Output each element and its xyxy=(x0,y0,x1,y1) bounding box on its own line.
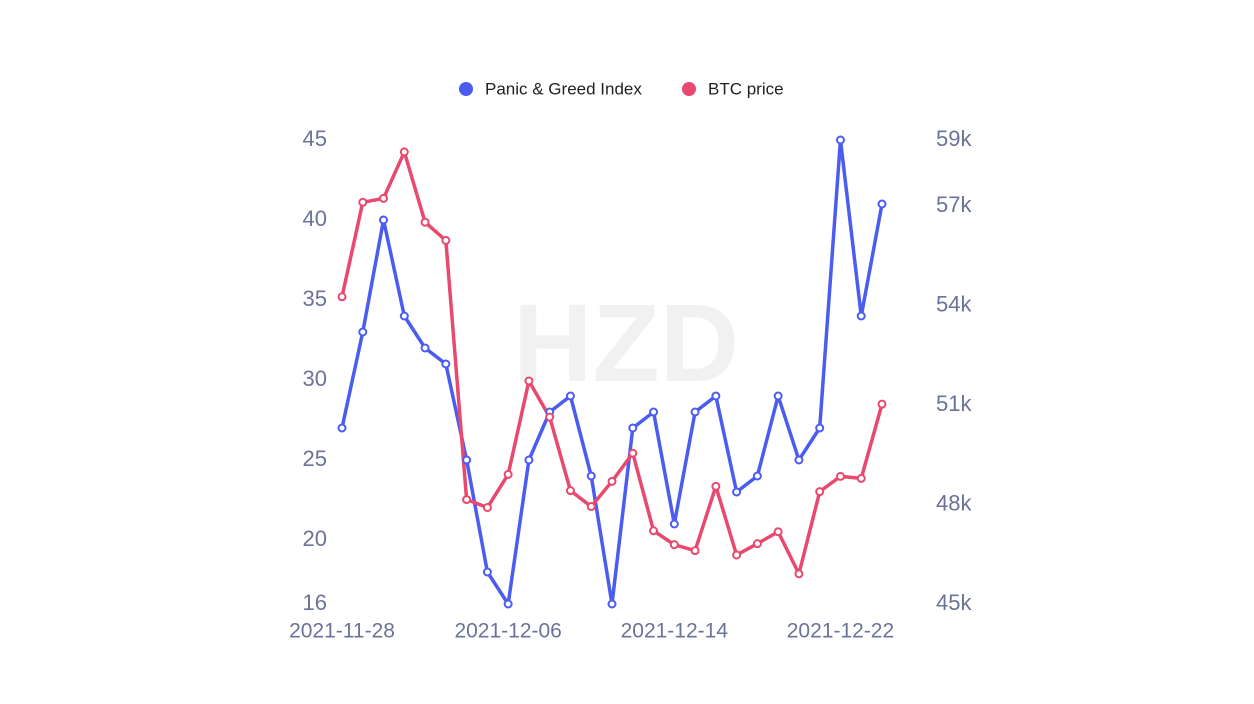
y-tick-label: 30 xyxy=(303,366,327,391)
y-tick-label: 25 xyxy=(303,446,327,471)
data-point xyxy=(586,502,596,512)
y2-tick-label: 48k xyxy=(936,490,972,515)
data-point xyxy=(690,546,700,556)
data-point xyxy=(462,455,472,465)
y2-tick-label: 57k xyxy=(936,192,972,217)
data-point xyxy=(399,311,409,321)
data-point xyxy=(565,391,575,401)
data-point xyxy=(711,481,721,491)
data-point xyxy=(420,343,430,353)
data-point xyxy=(773,527,783,537)
data-point xyxy=(856,311,866,321)
data-point xyxy=(482,503,492,513)
data-point xyxy=(462,495,472,505)
data-point xyxy=(524,376,534,386)
legend-marker xyxy=(682,82,696,96)
data-point xyxy=(752,539,762,549)
data-point xyxy=(835,471,845,481)
data-point xyxy=(794,569,804,579)
data-point xyxy=(607,476,617,486)
y-tick-label: 35 xyxy=(303,286,327,311)
data-point xyxy=(690,407,700,417)
data-point xyxy=(856,473,866,483)
x-tick-label: 2021-11-28 xyxy=(289,620,395,643)
y2-tick-label: 54k xyxy=(936,292,972,317)
data-point xyxy=(794,455,804,465)
data-point xyxy=(835,135,845,145)
y-tick-label: 20 xyxy=(303,526,327,551)
data-point xyxy=(607,599,617,609)
y2-tick-label: 51k xyxy=(936,391,972,416)
data-point xyxy=(773,391,783,401)
data-point xyxy=(379,215,389,225)
data-point xyxy=(628,448,638,458)
legend-label: Panic & Greed Index xyxy=(485,79,642,98)
y-tick-label: 16 xyxy=(303,590,327,615)
y-tick-label: 45 xyxy=(303,126,327,151)
data-point xyxy=(669,519,679,529)
data-point xyxy=(752,471,762,481)
data-point xyxy=(503,469,513,479)
data-point xyxy=(337,423,347,433)
data-point xyxy=(669,540,679,550)
data-point xyxy=(420,217,430,227)
legend-marker xyxy=(459,82,473,96)
data-point xyxy=(815,423,825,433)
data-point xyxy=(649,407,659,417)
data-point xyxy=(441,235,451,245)
data-point xyxy=(711,391,721,401)
data-point xyxy=(732,487,742,497)
data-point xyxy=(649,526,659,536)
data-point xyxy=(337,292,347,302)
data-point xyxy=(877,199,887,209)
y2-tick-label: 59k xyxy=(936,126,972,151)
watermark: HZD xyxy=(513,282,739,405)
x-tick-label: 2021-12-06 xyxy=(454,620,561,643)
data-point xyxy=(815,487,825,497)
data-point xyxy=(358,197,368,207)
data-point xyxy=(482,567,492,577)
data-point xyxy=(565,486,575,496)
data-point xyxy=(877,399,887,409)
data-point xyxy=(545,412,555,422)
data-point xyxy=(628,423,638,433)
y2-tick-label: 45k xyxy=(936,590,972,615)
data-point xyxy=(524,455,534,465)
x-tick-label: 2021-12-14 xyxy=(621,620,729,643)
data-point xyxy=(399,147,409,157)
legend-label: BTC price xyxy=(708,79,784,98)
data-point xyxy=(379,193,389,203)
data-point xyxy=(503,599,513,609)
data-point xyxy=(441,359,451,369)
data-point xyxy=(358,327,368,337)
x-tick-label: 2021-12-22 xyxy=(787,620,894,643)
data-point xyxy=(586,471,596,481)
y-tick-label: 40 xyxy=(303,206,327,231)
data-point xyxy=(732,550,742,560)
